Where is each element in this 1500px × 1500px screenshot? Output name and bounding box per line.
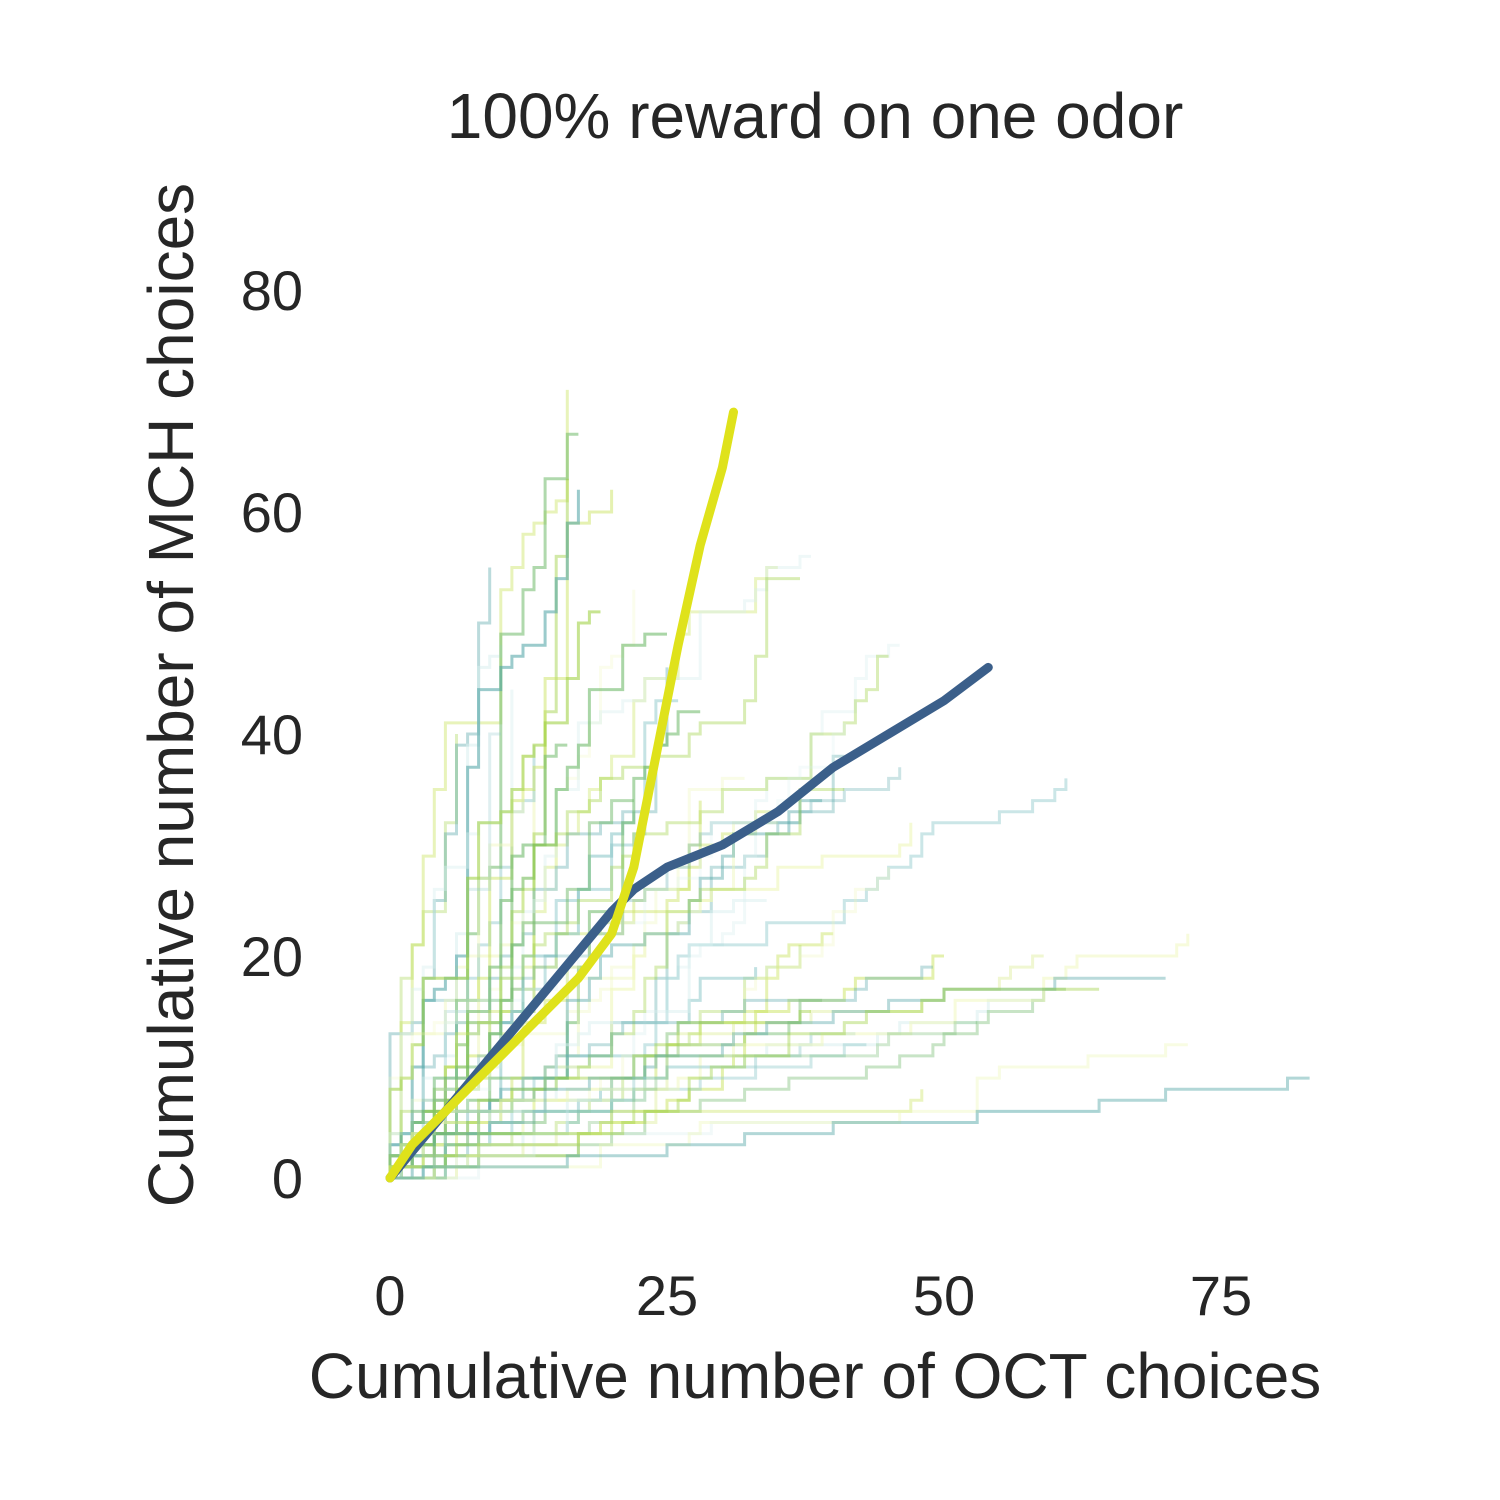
background-trajectory	[390, 1043, 1188, 1180]
background-trajectory	[390, 944, 802, 1180]
background-trajectory	[388, 1032, 856, 1178]
background-trajectory	[388, 589, 636, 1178]
background-trajectory	[388, 389, 569, 1178]
x-tick-label: 25	[636, 1264, 698, 1327]
background-trajectory	[390, 987, 1066, 1180]
series-layer	[385, 407, 993, 1183]
series-line-yellow	[385, 407, 738, 1183]
background-trajectory	[388, 788, 845, 1178]
background-trajectory	[390, 754, 845, 1180]
x-tick-label: 0	[374, 1264, 405, 1327]
background-trajectory	[388, 610, 601, 1178]
background-trajectory	[390, 976, 1166, 1180]
series-line-blue	[385, 662, 993, 1183]
y-tick-label: 60	[241, 481, 303, 544]
background-trajectory	[388, 987, 1100, 1178]
background-trajectory	[390, 954, 944, 1180]
x-axis-label: Cumulative number of OCT choices	[309, 1340, 1322, 1412]
chart-title: 100% reward on one odor	[447, 80, 1184, 152]
background-trajectory	[390, 954, 1044, 1180]
x-tick-label: 75	[1190, 1264, 1252, 1327]
background-trajectory	[390, 998, 1044, 1180]
background-trajectory	[390, 577, 800, 1180]
background-trajectory	[388, 778, 1068, 1178]
y-axis-label: Cumulative number of MCH choices	[135, 183, 207, 1207]
y-tick-label: 40	[241, 703, 303, 766]
background-trajectory	[388, 965, 933, 1178]
background-trajectory	[388, 1089, 924, 1178]
background-trajectory	[390, 489, 614, 1180]
background-trajectory	[388, 643, 900, 1178]
background-trajectory	[388, 799, 823, 1178]
background-trajectory	[388, 933, 1190, 1178]
background-trajectory	[390, 1109, 1100, 1180]
background-trajectory	[390, 1043, 867, 1180]
background-trajectory	[390, 667, 669, 1180]
background-trajectory	[388, 1010, 811, 1178]
y-tick-labels: 0 20 40 60 80	[241, 259, 303, 1210]
background-trajectory	[390, 566, 778, 1180]
background-trajectory	[390, 867, 891, 1180]
background-trajectory	[388, 489, 580, 1178]
background-trajectories	[388, 389, 1310, 1180]
y-tick-label: 0	[272, 1147, 303, 1210]
background-trajectory	[390, 734, 458, 1180]
x-tick-labels: 0 25 50 75	[374, 1264, 1252, 1327]
x-tick-label: 50	[913, 1264, 975, 1327]
background-trajectory	[388, 722, 846, 1178]
background-trajectory	[390, 1076, 1310, 1180]
y-tick-label: 20	[241, 925, 303, 988]
y-tick-label: 80	[241, 259, 303, 322]
background-trajectory	[390, 1021, 978, 1180]
background-trajectory	[390, 810, 778, 1180]
